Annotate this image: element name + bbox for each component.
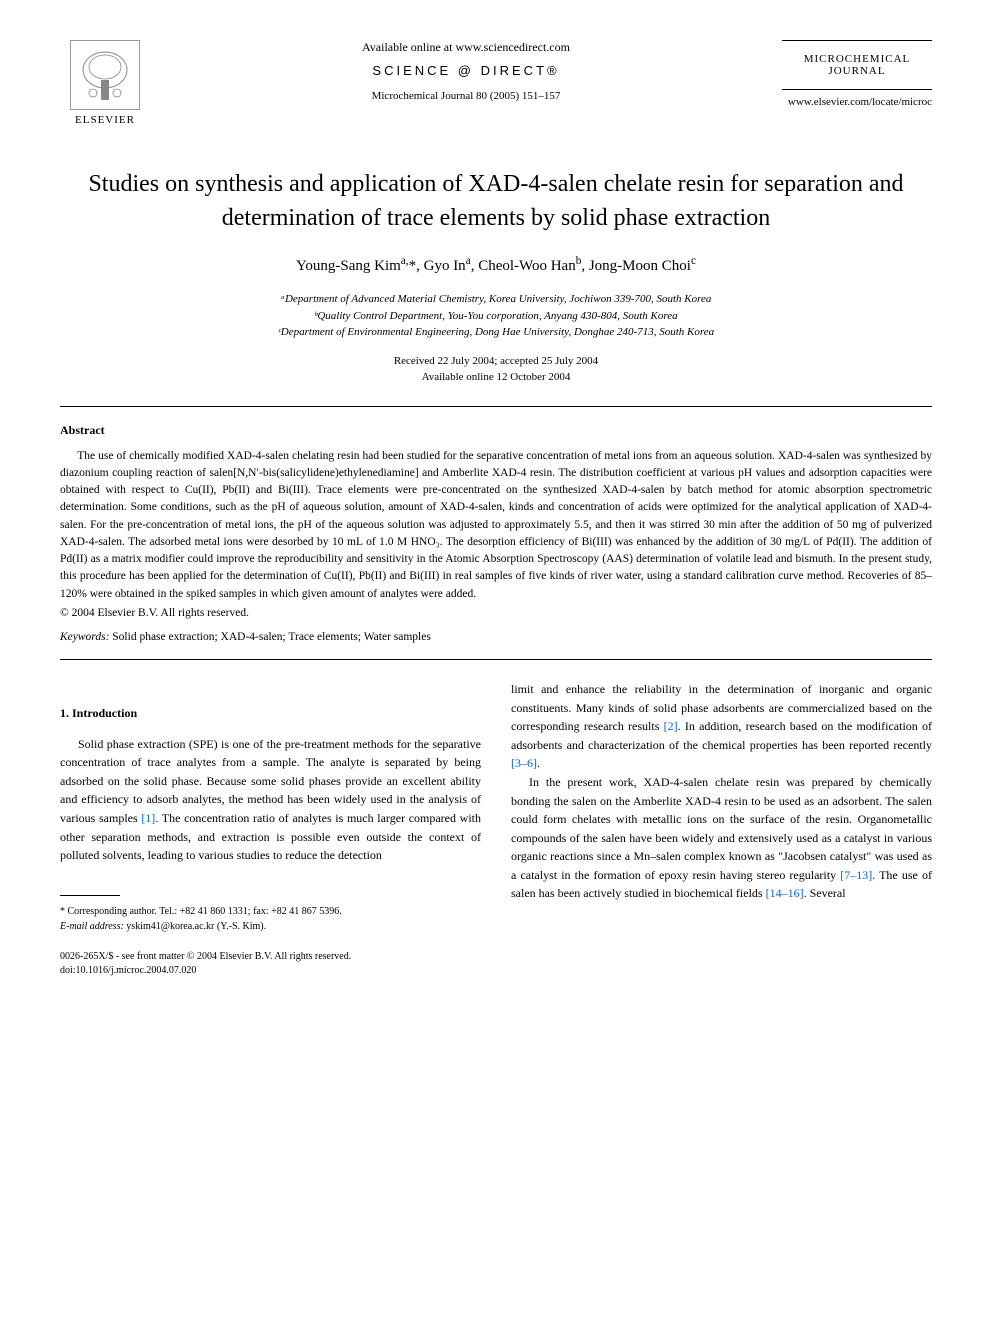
article-title: Studies on synthesis and application of … — [60, 168, 932, 235]
footnote-divider — [60, 895, 120, 896]
keywords: Keywords: Solid phase extraction; XAD-4-… — [60, 631, 932, 643]
front-matter: 0026-265X/$ - see front matter © 2004 El… — [60, 950, 481, 964]
center-header: Available online at www.sciencedirect.co… — [150, 40, 782, 102]
copyright-footer: 0026-265X/$ - see front matter © 2004 El… — [60, 950, 481, 978]
intro-paragraph-2: In the present work, XAD-4-salen chelate… — [511, 773, 932, 903]
keywords-label: Keywords: — [60, 631, 109, 643]
doi: doi:10.1016/j.microc.2004.07.020 — [60, 964, 481, 978]
section-1-heading: 1. Introduction — [60, 704, 481, 723]
email-label: E-mail address: — [60, 921, 124, 932]
available-online-text: Available online at www.sciencedirect.co… — [170, 40, 762, 55]
ref-link-14-16[interactable]: [14–16] — [766, 886, 804, 900]
affiliation-b: ᵇQuality Control Department, You-You cor… — [60, 308, 932, 325]
available-online-date: Available online 12 October 2004 — [60, 369, 932, 386]
body-columns: 1. Introduction Solid phase extraction (… — [60, 680, 932, 978]
abstract-text: The use of chemically modified XAD-4-sal… — [60, 448, 932, 603]
journal-box: MICROCHEMICAL JOURNAL — [782, 40, 932, 90]
affiliation-a: ᵃDepartment of Advanced Material Chemist… — [60, 291, 932, 308]
divider — [60, 406, 932, 407]
divider-2 — [60, 659, 932, 660]
email-footnote: E-mail address: yskim41@korea.ac.kr (Y.-… — [60, 919, 481, 934]
email-value: yskim41@korea.ac.kr (Y.-S. Kim). — [124, 921, 266, 932]
article-dates: Received 22 July 2004; accepted 25 July … — [60, 353, 932, 386]
p2-post: . Several — [804, 886, 846, 900]
locate-url: www.elsevier.com/locate/microc — [782, 96, 932, 108]
keywords-text: Solid phase extraction; XAD-4-salen; Tra… — [109, 631, 430, 643]
elsevier-label: ELSEVIER — [75, 114, 135, 126]
abstract-heading: Abstract — [60, 423, 932, 438]
ref-link-7-13[interactable]: [7–13] — [840, 868, 872, 882]
affiliations: ᵃDepartment of Advanced Material Chemist… — [60, 291, 932, 341]
elsevier-logo: ELSEVIER — [60, 40, 150, 126]
abstract-copyright: © 2004 Elsevier B.V. All rights reserved… — [60, 607, 932, 619]
corresponding-author: * Corresponding author. Tel.: +82 41 860… — [60, 904, 481, 919]
body-column-right: limit and enhance the reliability in the… — [511, 680, 932, 978]
received-accepted: Received 22 July 2004; accepted 25 July … — [60, 353, 932, 370]
page-header: ELSEVIER Available online at www.science… — [60, 40, 932, 138]
science-direct-logo: SCIENCE @ DIRECT® — [170, 63, 762, 78]
intro-paragraph-1-cont: limit and enhance the reliability in the… — [511, 680, 932, 773]
intro-paragraph-1: Solid phase extraction (SPE) is one of t… — [60, 735, 481, 865]
affiliation-c: ᶜDepartment of Environmental Engineering… — [60, 324, 932, 341]
ref-link-1[interactable]: [1] — [141, 811, 155, 825]
ref-link-3-6[interactable]: [3–6] — [511, 756, 537, 770]
elsevier-tree-icon — [70, 40, 140, 110]
journal-name: MICROCHEMICAL JOURNAL — [790, 53, 924, 77]
authors: Young-Sang Kima,*, Gyo Ina, Cheol-Woo Ha… — [60, 255, 932, 275]
body-column-left: 1. Introduction Solid phase extraction (… — [60, 680, 481, 978]
journal-citation: Microchemical Journal 80 (2005) 151–157 — [170, 90, 762, 102]
p1c-post: . — [537, 756, 540, 770]
p2-pre: In the present work, XAD-4-salen chelate… — [511, 775, 932, 882]
journal-box-wrapper: MICROCHEMICAL JOURNAL www.elsevier.com/l… — [782, 40, 932, 138]
ref-link-2[interactable]: [2] — [664, 719, 678, 733]
